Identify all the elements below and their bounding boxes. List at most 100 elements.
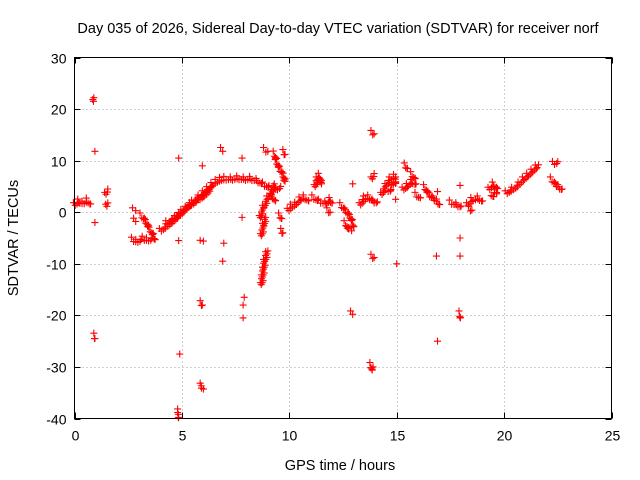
- data-point: [90, 329, 98, 337]
- data-point: [372, 199, 380, 207]
- data-point: [364, 191, 372, 199]
- data-point: [219, 147, 227, 155]
- data-point: [393, 260, 401, 268]
- data-point: [468, 206, 476, 214]
- data-point: [262, 213, 270, 221]
- data-point: [349, 180, 357, 188]
- data-point: [275, 163, 283, 171]
- data-point: [220, 239, 228, 247]
- data-point: [424, 188, 432, 196]
- data-point: [275, 209, 283, 217]
- data-points: [69, 94, 566, 422]
- data-point: [404, 182, 412, 190]
- data-point: [494, 185, 502, 193]
- data-point: [91, 219, 99, 227]
- y-tick-label: -20: [46, 308, 66, 324]
- data-point: [277, 182, 285, 190]
- data-point: [344, 210, 352, 218]
- data-point: [455, 307, 463, 315]
- data-point: [252, 174, 260, 182]
- data-point: [104, 185, 112, 193]
- data-point: [198, 301, 206, 309]
- data-point: [350, 223, 358, 231]
- data-point: [151, 236, 159, 244]
- data-point: [175, 154, 183, 162]
- data-point: [328, 199, 336, 207]
- data-point: [144, 222, 152, 230]
- data-point: [432, 252, 440, 260]
- data-point: [280, 176, 288, 184]
- y-tick-label: -10: [46, 257, 66, 273]
- data-point: [89, 96, 97, 104]
- data-point: [136, 209, 144, 217]
- data-point: [198, 162, 206, 170]
- data-point: [299, 191, 307, 199]
- data-point: [104, 199, 112, 207]
- data-point: [174, 409, 182, 417]
- data-point: [488, 178, 496, 186]
- data-point: [305, 197, 313, 205]
- data-point: [127, 233, 135, 241]
- x-tick-label: 25: [605, 428, 621, 444]
- data-point: [264, 247, 272, 255]
- data-point: [174, 213, 182, 221]
- data-point: [292, 200, 300, 208]
- data-point: [208, 182, 216, 190]
- data-point: [487, 192, 495, 200]
- data-point: [246, 172, 254, 180]
- x-tick-label: 5: [179, 428, 187, 444]
- y-tick-label: -40: [46, 412, 66, 428]
- data-point: [278, 214, 286, 222]
- data-point: [175, 413, 183, 421]
- data-point: [137, 236, 145, 244]
- data-point: [207, 184, 215, 192]
- data-point: [428, 192, 436, 200]
- data-point: [516, 180, 524, 188]
- data-point: [534, 161, 542, 169]
- data-point: [71, 201, 79, 209]
- data-point: [373, 198, 381, 206]
- data-point: [238, 154, 246, 162]
- data-point: [301, 196, 309, 204]
- data-point: [370, 130, 378, 138]
- data-point: [219, 257, 227, 265]
- data-point: [279, 146, 287, 154]
- data-point: [199, 237, 207, 245]
- data-point: [91, 147, 99, 155]
- data-point: [314, 169, 322, 177]
- data-point: [369, 363, 377, 371]
- data-point: [490, 188, 498, 196]
- data-point: [175, 237, 183, 245]
- data-point: [368, 195, 376, 203]
- data-point: [233, 172, 241, 180]
- data-point: [140, 214, 148, 222]
- data-point: [271, 197, 279, 205]
- data-point: [172, 214, 180, 222]
- data-point: [103, 202, 111, 210]
- data-point: [204, 189, 212, 197]
- data-point: [341, 205, 349, 213]
- data-point: [456, 181, 464, 189]
- data-point: [271, 155, 279, 163]
- data-point: [486, 186, 494, 194]
- data-point: [410, 173, 418, 181]
- data-point: [408, 179, 416, 187]
- data-point: [149, 230, 157, 238]
- data-point: [278, 168, 286, 176]
- data-point: [340, 217, 348, 225]
- data-point: [277, 224, 285, 232]
- data-point: [392, 195, 400, 203]
- data-point: [263, 250, 271, 258]
- data-point: [281, 150, 289, 158]
- data-point: [520, 176, 528, 184]
- data-point: [403, 164, 411, 172]
- data-point: [239, 314, 247, 322]
- x-tick-label: 15: [390, 428, 406, 444]
- data-point: [336, 199, 344, 207]
- data-point: [358, 199, 366, 207]
- data-point: [325, 194, 333, 202]
- data-point: [367, 126, 375, 134]
- data-point: [323, 204, 331, 212]
- data-point: [281, 177, 289, 185]
